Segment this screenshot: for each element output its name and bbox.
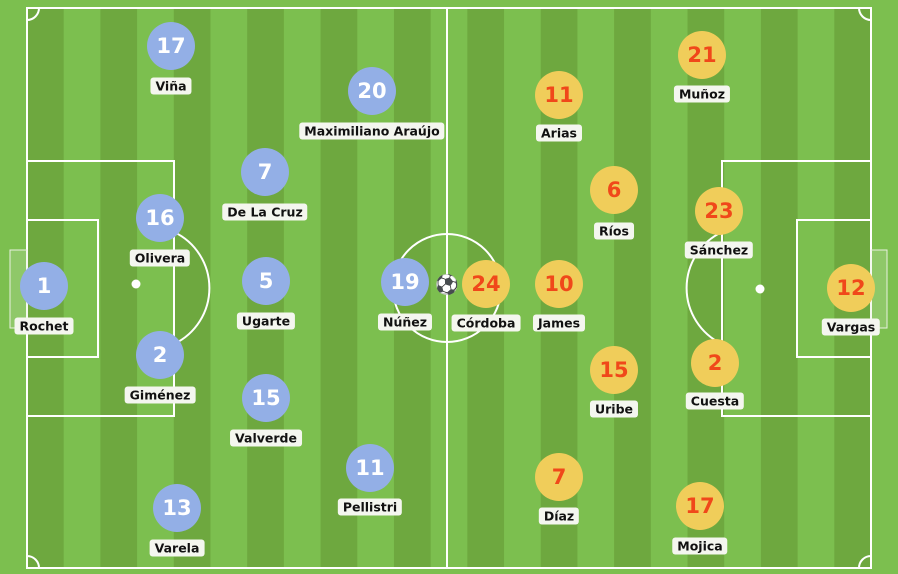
player-name: Valverde xyxy=(230,429,302,447)
player-number: 7 xyxy=(241,148,289,196)
player-number: 16 xyxy=(136,194,184,242)
grass-stripe xyxy=(283,8,322,568)
player-name: Muñoz xyxy=(673,85,731,103)
player-name: De La Cruz xyxy=(222,203,308,221)
player-number: 10 xyxy=(535,260,583,308)
player-name: Cuesta xyxy=(685,392,745,410)
player-number: 2 xyxy=(691,339,739,387)
player-number: 12 xyxy=(827,264,875,312)
player-name: Pellistri xyxy=(337,498,403,516)
grass-stripe xyxy=(63,8,101,568)
player-number: 20 xyxy=(348,67,396,115)
player-name: Arias xyxy=(536,124,582,142)
player-name: Uribe xyxy=(589,400,639,418)
player-number: 1 xyxy=(20,262,68,310)
grass-stripe xyxy=(137,8,175,568)
player-number: 11 xyxy=(346,444,394,492)
corner-arcs xyxy=(26,7,872,569)
player-number: 2 xyxy=(136,331,184,379)
player-name: Ugarte xyxy=(236,312,296,330)
soccer-ball-icon: ⚽ xyxy=(435,274,459,296)
player-name: Núñez xyxy=(377,313,433,331)
player-name: Varela xyxy=(149,539,205,557)
grass-stripe xyxy=(577,8,615,568)
grass-stripe xyxy=(430,8,468,568)
left-penalty-arc xyxy=(173,231,211,345)
player-name: Córdoba xyxy=(451,314,521,332)
player-number: 11 xyxy=(535,71,583,119)
player-name: Rochet xyxy=(14,317,74,335)
player-number: 6 xyxy=(590,166,638,214)
grass-stripe xyxy=(724,8,762,568)
player-name: Mojica xyxy=(672,537,728,555)
player-name: Viña xyxy=(150,77,192,95)
player-name: Olivera xyxy=(129,249,191,267)
grass-stripe xyxy=(173,8,211,568)
player-number: 24 xyxy=(462,260,510,308)
player-number: 5 xyxy=(242,257,290,305)
grass-stripe xyxy=(760,8,799,568)
right-penalty-spot xyxy=(755,284,765,294)
player-name: James xyxy=(532,314,586,332)
player-name: Sánchez xyxy=(684,241,754,259)
grass-stripe xyxy=(614,8,652,568)
player-number: 17 xyxy=(676,482,724,530)
player-number: 15 xyxy=(242,374,290,422)
player-number: 19 xyxy=(381,258,429,306)
player-name: Ríos xyxy=(594,222,634,240)
player-number: 13 xyxy=(153,484,201,532)
grass-stripe xyxy=(210,8,248,568)
grass-stripe xyxy=(100,8,138,568)
player-name: Giménez xyxy=(124,386,196,404)
player-number: 17 xyxy=(147,22,195,70)
player-name: Díaz xyxy=(538,507,580,525)
player-number: 23 xyxy=(695,187,743,235)
player-number: 21 xyxy=(678,31,726,79)
player-name: Maximiliano Araújo xyxy=(299,122,445,140)
player-number: 7 xyxy=(535,453,583,501)
player-name: Vargas xyxy=(821,318,881,336)
player-number: 15 xyxy=(590,346,638,394)
left-penalty-spot xyxy=(131,279,141,289)
